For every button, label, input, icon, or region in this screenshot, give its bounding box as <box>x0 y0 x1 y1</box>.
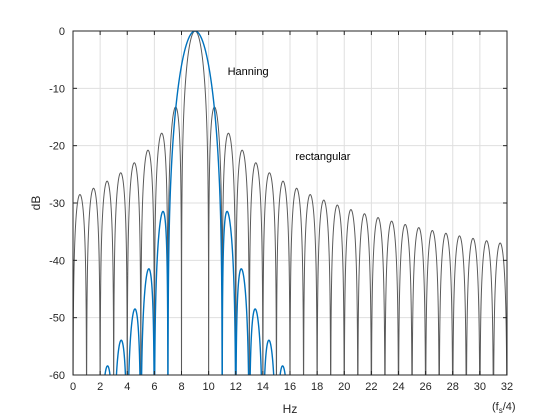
x-tick-label: 14 <box>257 381 269 393</box>
x-tick-label: 4 <box>124 381 130 393</box>
x-tick-label: 32 <box>501 381 513 393</box>
y-tick-label: -30 <box>49 198 65 210</box>
plot-area <box>73 31 507 375</box>
annotation-Hanning: Hanning <box>228 66 269 78</box>
x-axis-unit-note: (fs/4) <box>492 401 516 415</box>
x-tick-label: 18 <box>311 381 323 393</box>
x-tick-label: 26 <box>420 381 432 393</box>
y-tick-label: -20 <box>49 141 65 153</box>
x-tick-label: 6 <box>151 381 157 393</box>
x-tick-label: 28 <box>447 381 459 393</box>
ticks: 0 2 4 6 8 10 12 14 16 18 20 22 24 26 28 30 320-10-20-30-… <box>49 26 513 393</box>
y-tick-label: -10 <box>49 83 65 95</box>
series-line-Hanning <box>104 31 286 375</box>
y-tick-label: -60 <box>49 370 65 382</box>
y-tick-label: 0 <box>59 26 65 38</box>
x-tick-label: 10 <box>203 381 215 393</box>
x-tick-label: 0 <box>70 381 76 393</box>
x-tick-label: 20 <box>338 381 350 393</box>
x-tick-label: 16 <box>284 381 296 393</box>
y-tick-label: -50 <box>49 313 65 325</box>
x-tick-label: 8 <box>178 381 184 393</box>
x-tick-label: 22 <box>365 381 377 393</box>
x-tick-label: 12 <box>230 381 242 393</box>
x-tick-label: 30 <box>474 381 486 393</box>
series-line-rectangular <box>73 31 507 375</box>
x-axis-label: Hz <box>283 402 298 416</box>
annotations: Hanning rectangular <box>228 66 351 163</box>
y-axis-label: dB <box>29 196 43 211</box>
y-tick-label: -40 <box>49 255 65 267</box>
x-tick-label: 24 <box>392 381 404 393</box>
annotation-rectangular: rectangular <box>295 151 350 163</box>
x-tick-label: 2 <box>97 381 103 393</box>
